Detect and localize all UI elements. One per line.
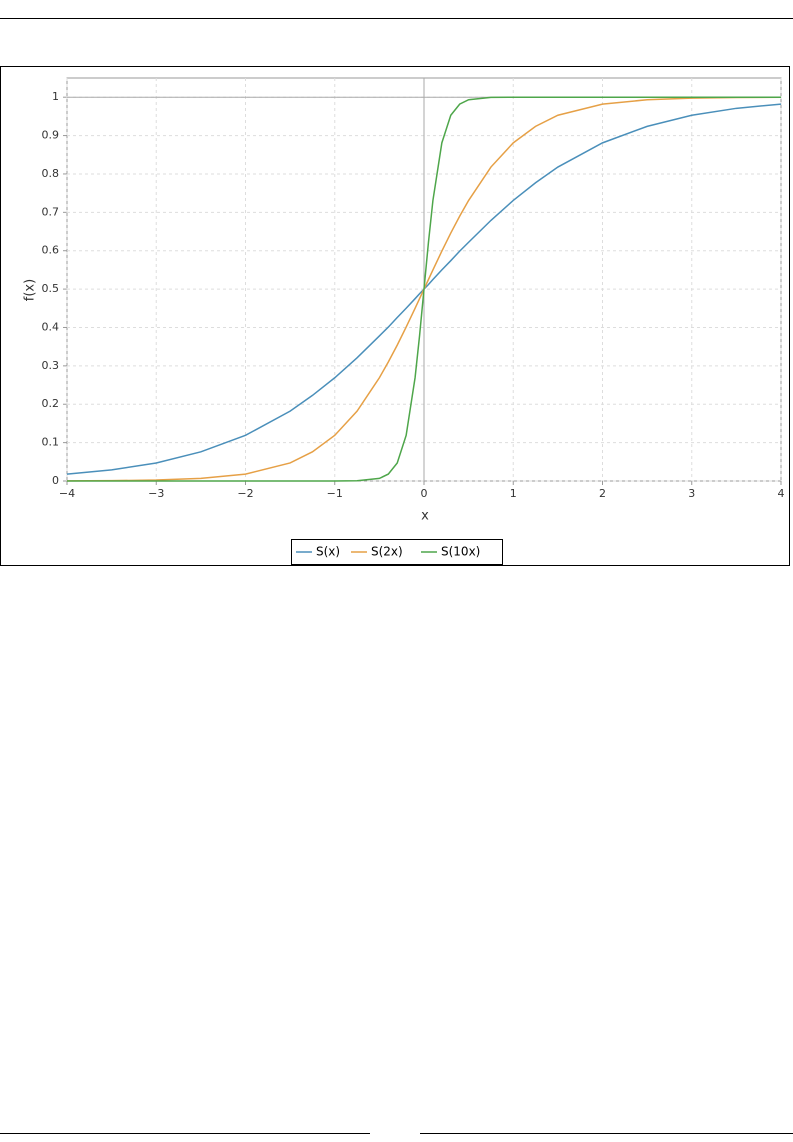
legend-label: S(10x) [441,545,480,559]
y-tick-label: 0.8 [42,167,60,180]
y-tick-label: 0.7 [42,205,60,218]
y-tick-label: 0 [52,474,59,487]
x-tick-label: −2 [237,487,253,500]
series-line [67,96,781,482]
y-tick-label: 0.4 [42,320,60,333]
y-tick-label: 0.5 [42,282,60,295]
x-axis-label: x [421,509,429,524]
x-tick-label: 0 [421,487,428,500]
y-tick-label: 0.9 [42,129,60,142]
x-tick-label: −3 [148,487,164,500]
chart-frame [0,66,790,566]
x-tick-label: 3 [688,487,695,500]
y-tick-label: 0.6 [42,244,60,257]
y-tick-label: 1 [52,90,59,103]
y-axis-label: f(x) [23,279,38,301]
x-tick-label: 2 [599,487,606,500]
legend-label: S(x) [316,545,340,559]
y-tick-label: 0.3 [42,359,60,372]
y-tick-label: 0.1 [42,436,60,449]
legend-label: S(2x) [371,545,403,559]
x-tick-label: −4 [59,487,75,500]
x-tick-label: −1 [327,487,343,500]
legend [291,539,503,565]
x-tick-label: 4 [778,487,785,500]
x-tick-label: 1 [510,487,517,500]
y-tick-label: 0.2 [42,397,60,410]
